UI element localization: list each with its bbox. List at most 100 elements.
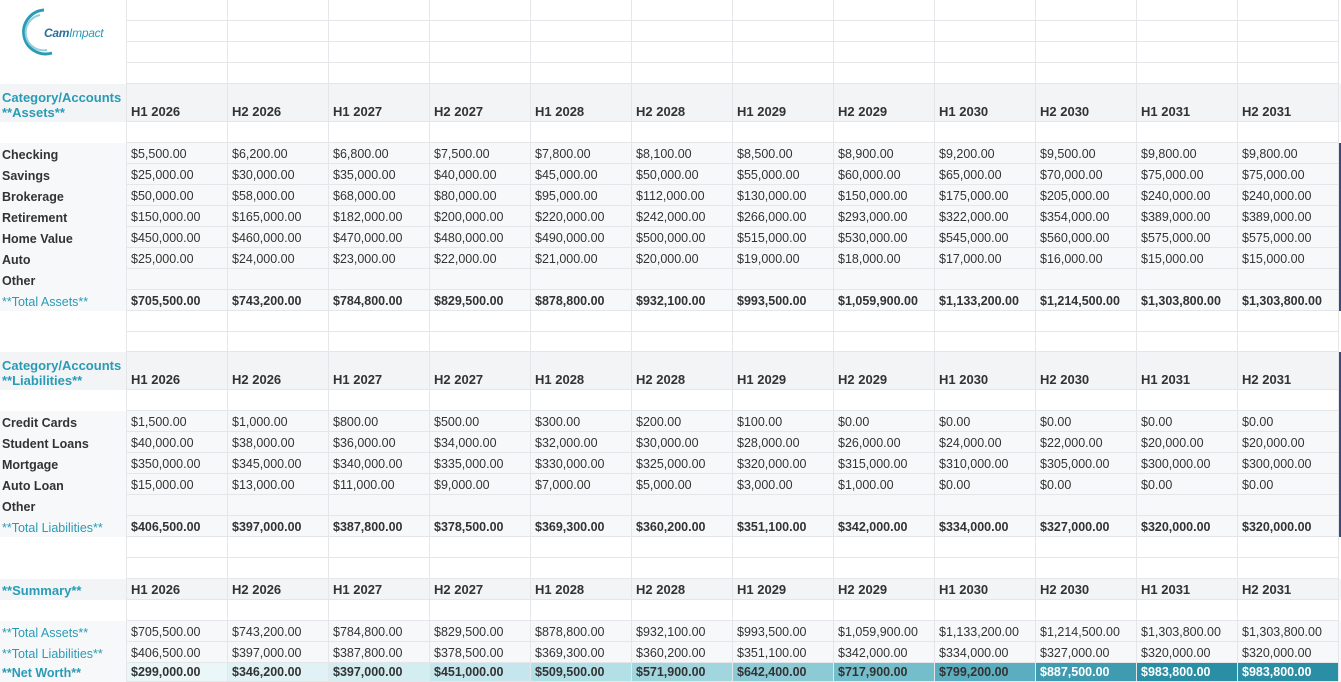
value-cell[interactable]: $9,800.00 bbox=[1238, 143, 1339, 164]
value-cell[interactable]: $30,000.00 bbox=[632, 432, 733, 453]
value-cell[interactable]: $406,500.00 bbox=[127, 642, 228, 663]
value-cell[interactable]: $743,200.00 bbox=[228, 290, 329, 311]
period-header-cell[interactable]: H1 2027 bbox=[329, 352, 430, 390]
empty-cell[interactable] bbox=[127, 332, 228, 352]
empty-cell[interactable] bbox=[0, 600, 127, 621]
value-cell[interactable]: $150,000.00 bbox=[127, 206, 228, 227]
value-cell[interactable]: $34,000.00 bbox=[430, 432, 531, 453]
value-cell[interactable]: $0.00 bbox=[1137, 474, 1238, 495]
value-cell[interactable]: $300.00 bbox=[531, 411, 632, 432]
empty-cell[interactable] bbox=[531, 332, 632, 352]
period-header-cell[interactable]: H1 2026 bbox=[127, 84, 228, 122]
empty-cell[interactable] bbox=[127, 558, 228, 579]
period-header-cell[interactable]: H2 2029 bbox=[834, 84, 935, 122]
empty-cell[interactable] bbox=[329, 600, 430, 621]
value-cell[interactable]: $378,500.00 bbox=[430, 642, 531, 663]
empty-cell[interactable] bbox=[329, 390, 430, 411]
value-cell[interactable]: $0.00 bbox=[935, 474, 1036, 495]
empty-cell[interactable] bbox=[935, 122, 1036, 143]
value-cell[interactable]: $1,303,800.00 bbox=[1238, 290, 1339, 311]
empty-cell[interactable] bbox=[935, 537, 1036, 558]
period-header-cell[interactable]: H1 2031 bbox=[1137, 84, 1238, 122]
value-cell[interactable] bbox=[733, 269, 834, 290]
empty-cell[interactable] bbox=[228, 63, 329, 84]
empty-cell[interactable] bbox=[1036, 600, 1137, 621]
empty-cell[interactable] bbox=[228, 600, 329, 621]
period-header-cell[interactable]: H1 2028 bbox=[531, 579, 632, 600]
empty-cell[interactable] bbox=[1137, 21, 1238, 42]
value-cell[interactable]: $150,000.00 bbox=[834, 185, 935, 206]
empty-cell[interactable] bbox=[531, 600, 632, 621]
value-cell[interactable]: $8,100.00 bbox=[632, 143, 733, 164]
value-cell[interactable]: $545,000.00 bbox=[935, 227, 1036, 248]
empty-cell[interactable] bbox=[1036, 537, 1137, 558]
empty-cell[interactable] bbox=[430, 537, 531, 558]
value-cell[interactable]: $22,000.00 bbox=[430, 248, 531, 269]
value-cell[interactable]: $68,000.00 bbox=[329, 185, 430, 206]
empty-cell[interactable] bbox=[935, 42, 1036, 63]
value-cell[interactable]: $100.00 bbox=[733, 411, 834, 432]
value-cell[interactable]: $878,800.00 bbox=[531, 290, 632, 311]
value-cell[interactable]: $1,133,200.00 bbox=[935, 290, 1036, 311]
empty-cell[interactable] bbox=[834, 537, 935, 558]
row-label-cell[interactable]: Auto bbox=[0, 248, 127, 269]
empty-cell[interactable] bbox=[834, 600, 935, 621]
empty-cell[interactable] bbox=[430, 558, 531, 579]
empty-cell[interactable] bbox=[1238, 42, 1339, 63]
empty-cell[interactable] bbox=[329, 63, 430, 84]
value-cell[interactable]: $17,000.00 bbox=[935, 248, 1036, 269]
empty-cell[interactable] bbox=[1238, 332, 1339, 352]
value-cell[interactable]: $829,500.00 bbox=[430, 290, 531, 311]
row-label-cell[interactable]: **Net Worth** bbox=[0, 663, 127, 682]
category-header-cell[interactable]: Category/Accounts **Assets** bbox=[0, 84, 127, 122]
value-cell[interactable]: $310,000.00 bbox=[935, 453, 1036, 474]
value-cell[interactable]: $30,000.00 bbox=[228, 164, 329, 185]
period-header-cell[interactable]: H1 2026 bbox=[127, 352, 228, 390]
value-cell[interactable]: $387,800.00 bbox=[329, 516, 430, 537]
empty-cell[interactable] bbox=[228, 332, 329, 352]
empty-cell[interactable] bbox=[329, 0, 430, 21]
value-cell[interactable]: $320,000.00 bbox=[733, 453, 834, 474]
value-cell[interactable]: $406,500.00 bbox=[127, 516, 228, 537]
value-cell[interactable]: $490,000.00 bbox=[531, 227, 632, 248]
empty-cell[interactable] bbox=[329, 537, 430, 558]
empty-cell[interactable] bbox=[1137, 42, 1238, 63]
empty-cell[interactable] bbox=[127, 311, 228, 332]
empty-cell[interactable] bbox=[733, 390, 834, 411]
empty-cell[interactable] bbox=[127, 122, 228, 143]
period-header-cell[interactable]: H2 2028 bbox=[632, 84, 733, 122]
empty-cell[interactable] bbox=[834, 0, 935, 21]
empty-cell[interactable] bbox=[1036, 558, 1137, 579]
value-cell[interactable]: $325,000.00 bbox=[632, 453, 733, 474]
value-cell[interactable]: $327,000.00 bbox=[1036, 642, 1137, 663]
value-cell[interactable]: $55,000.00 bbox=[733, 164, 834, 185]
empty-cell[interactable] bbox=[0, 390, 127, 411]
value-cell[interactable] bbox=[329, 269, 430, 290]
empty-cell[interactable] bbox=[531, 390, 632, 411]
value-cell[interactable]: $0.00 bbox=[1036, 411, 1137, 432]
row-label-cell[interactable]: Other bbox=[0, 495, 127, 516]
period-header-cell[interactable]: H1 2030 bbox=[935, 352, 1036, 390]
empty-cell[interactable] bbox=[0, 311, 127, 332]
value-cell[interactable]: $200.00 bbox=[632, 411, 733, 432]
period-header-cell[interactable]: H1 2026 bbox=[127, 579, 228, 600]
empty-cell[interactable] bbox=[531, 122, 632, 143]
empty-cell[interactable] bbox=[0, 332, 127, 352]
value-cell[interactable]: $932,100.00 bbox=[632, 290, 733, 311]
value-cell[interactable]: $40,000.00 bbox=[430, 164, 531, 185]
empty-cell[interactable] bbox=[228, 42, 329, 63]
period-header-cell[interactable]: H2 2030 bbox=[1036, 84, 1137, 122]
period-header-cell[interactable]: H2 2031 bbox=[1238, 579, 1339, 600]
value-cell[interactable]: $25,000.00 bbox=[127, 248, 228, 269]
value-cell[interactable]: $1,000.00 bbox=[834, 474, 935, 495]
empty-cell[interactable] bbox=[1137, 558, 1238, 579]
value-cell[interactable]: $450,000.00 bbox=[127, 227, 228, 248]
value-cell[interactable]: $800.00 bbox=[329, 411, 430, 432]
period-header-cell[interactable]: H1 2028 bbox=[531, 352, 632, 390]
empty-cell[interactable] bbox=[1238, 537, 1339, 558]
period-header-cell[interactable]: H1 2029 bbox=[733, 84, 834, 122]
value-cell[interactable]: $571,900.00 bbox=[632, 663, 733, 682]
value-cell[interactable]: $575,000.00 bbox=[1238, 227, 1339, 248]
value-cell[interactable]: $50,000.00 bbox=[632, 164, 733, 185]
value-cell[interactable]: $1,303,800.00 bbox=[1137, 290, 1238, 311]
